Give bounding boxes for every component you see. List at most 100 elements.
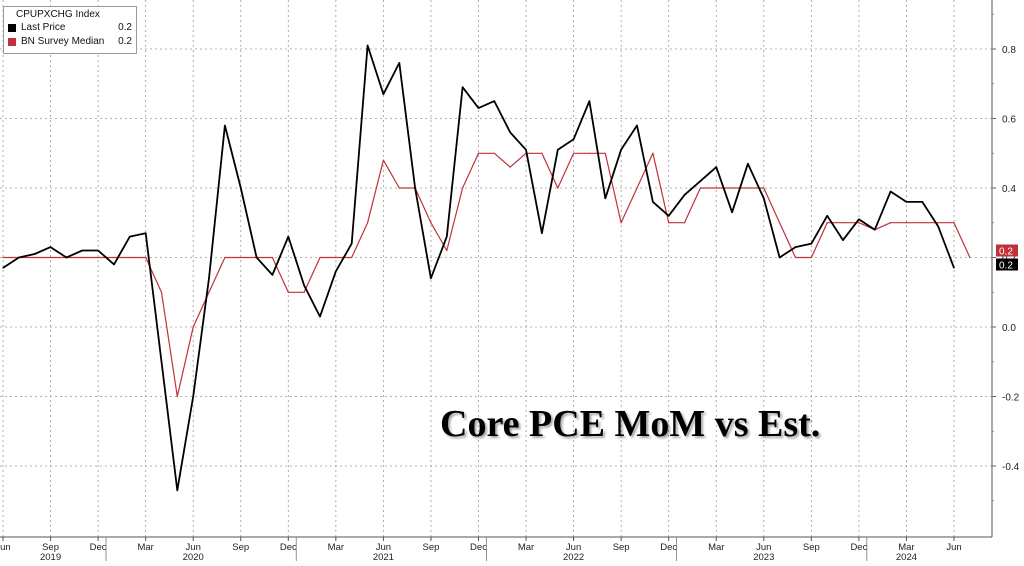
end-label-text: 0.2 [999,261,1013,272]
data-point-last-price [636,124,638,127]
data-point-last-price [462,86,464,88]
data-point-survey-median [2,256,4,259]
data-point-last-price [446,236,448,238]
data-point-last-price [588,100,591,102]
legend-value: 0.2 [118,36,132,47]
x-tick-label: Jun [756,542,771,553]
data-point-survey-median [842,222,844,224]
data-point-last-price [573,138,575,140]
data-point-survey-median [604,152,606,154]
data-point-survey-median [747,187,749,189]
data-point-last-price [256,256,258,259]
data-point-last-price [271,274,274,276]
data-point-survey-median [382,159,384,161]
end-label-box [996,258,1018,271]
data-point-last-price [319,315,321,318]
data-point-survey-median [858,222,860,224]
data-point-last-price [953,267,955,269]
data-point-survey-median [969,256,971,259]
series-line-survey-median [3,152,971,398]
legend-swatch-survey-median [8,38,16,46]
data-point-last-price [49,246,52,248]
data-point-survey-median [303,291,305,293]
x-tick-label: Sep [803,542,820,553]
data-point-survey-median [192,326,194,328]
data-point-survey-median [905,222,908,224]
data-point-last-price [858,218,860,220]
x-tick-label: Jun [186,542,201,553]
data-point-survey-median [636,187,638,189]
end-label-text: 0.2 [999,247,1013,258]
data-point-survey-median [541,152,543,154]
legend-label: BN Survey Median [21,36,105,47]
data-point-last-price [34,253,36,255]
data-point-survey-median [240,256,242,259]
data-point-survey-median [271,256,274,259]
legend-title: CPUPXCHG Index [16,9,100,20]
data-point-survey-median [81,256,83,259]
data-point-last-price [810,243,812,245]
data-point-last-price [921,201,923,203]
x-tick-label: Dec [280,542,297,553]
data-point-last-price [493,100,495,102]
data-point-survey-median [937,222,939,224]
x-tick-label: Sep [232,542,249,553]
data-point-survey-median [446,249,448,252]
x-tick-label: Jun [946,542,961,553]
data-point-survey-median [398,187,400,189]
data-point-last-price [937,225,939,227]
data-point-last-price [81,249,83,252]
data-point-survey-median [668,222,670,224]
data-point-survey-median [715,187,717,189]
x-tick-label: Sep [613,542,630,553]
data-point-last-price [604,197,606,200]
data-point-survey-median [176,395,178,398]
data-point-survey-median [493,152,495,154]
data-point-last-price [557,149,559,151]
data-point-survey-median [351,256,353,259]
x-year-label: 2023 [753,552,774,561]
legend-item-survey-median: BN Survey Median 0.2 [8,36,134,49]
x-tick-label: Mar [328,542,344,553]
data-point-survey-median [683,222,686,224]
y-tick-label: 0.0 [1002,323,1016,334]
data-point-survey-median [129,256,131,259]
data-point-last-price [905,201,908,203]
data-point-survey-median [366,222,369,224]
data-point-last-price [303,284,305,286]
data-point-last-price [129,236,131,238]
legend-label: Last Price [21,22,66,33]
data-point-last-price [335,270,337,272]
data-point-survey-median [826,222,828,224]
data-point-last-price [763,197,765,200]
data-point-survey-median [794,256,797,259]
y-tick-label: -0.2 [1002,393,1020,404]
data-point-survey-median [810,256,812,259]
data-point-last-price [683,194,686,196]
data-point-last-price [398,62,400,64]
x-tick-label: Mar [137,542,153,553]
x-year-label: 2024 [896,552,917,561]
y-tick-label: 0.4 [1002,184,1016,195]
legend: CPUPXCHG Index Last Price 0.2 BN Survey … [3,6,137,54]
data-point-survey-median [97,256,99,259]
x-year-label: 2020 [183,552,204,561]
data-point-last-price [747,163,749,165]
data-point-survey-median [573,152,575,154]
y-tick-label: 0.6 [1002,115,1016,126]
data-point-survey-median [319,256,321,259]
data-point-survey-median [335,256,337,259]
data-point-survey-median [763,187,765,189]
data-point-survey-median [779,222,781,224]
data-point-survey-median [49,256,52,259]
data-point-survey-median [652,152,654,154]
x-tick-label: Mar [898,542,914,553]
data-point-last-price [382,93,384,95]
data-point-last-price [668,215,670,217]
x-year-label: 2019 [40,552,61,561]
data-point-last-price [160,361,163,363]
data-point-last-price [287,236,289,238]
x-tick-label: Sep [42,542,59,553]
